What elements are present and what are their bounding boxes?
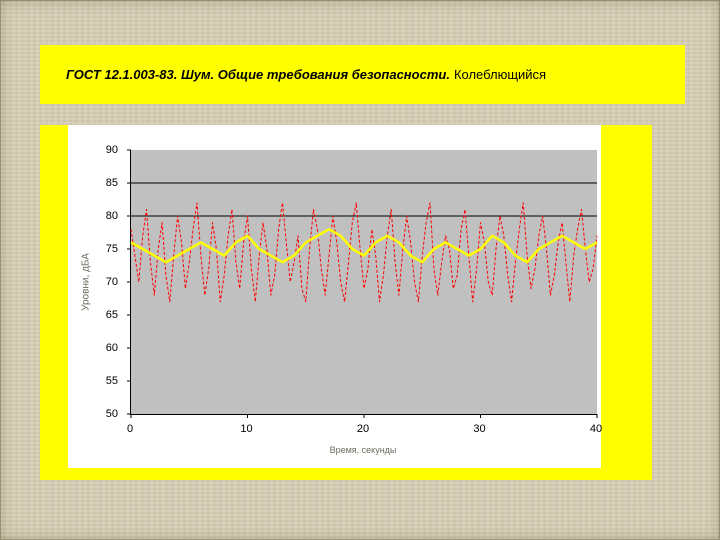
x-tick-label: 0 (126, 423, 134, 435)
slide-title-suffix: Колеблющийся (453, 67, 547, 82)
content-panel: Уровни, дБА 90 85 80 75 70 65 60 55 50 0 10 20 30 40… (40, 125, 652, 480)
noise-chart: Уровни, дБА 90 85 80 75 70 65 60 55 50 0 10 20 30 40… (68, 125, 602, 468)
y-tick-label: 50 (105, 408, 118, 420)
y-tick-label: 85 (105, 177, 118, 189)
x-tick-label: 10 (240, 423, 253, 435)
series-noise-level-smoothed (130, 227, 598, 264)
x-tick-label: 40 (589, 423, 603, 435)
chart-svg (127, 149, 598, 418)
x-tick-label: 20 (356, 423, 370, 435)
slide-title-bar: ГОСТ 12.1.003-83. Шум. Общие требования … (40, 45, 685, 104)
x-tick-label: 30 (473, 423, 486, 435)
y-tick-label: 65 (105, 309, 118, 321)
series-fluctuating-noise-level-instant (130, 202, 598, 303)
x-axis-tick-labels: 0 10 20 30 40 (126, 423, 602, 437)
y-axis-tick-labels: 90 85 80 75 70 65 60 55 50 (68, 144, 124, 420)
y-tick-label: 80 (105, 210, 118, 222)
y-tick-label: 55 (105, 375, 118, 387)
y-tick-label: 60 (105, 342, 118, 354)
x-axis-title: Время, секунды (329, 445, 397, 455)
slide-title: ГОСТ 12.1.003-83. Шум. Общие требования … (66, 67, 450, 82)
y-tick-label: 75 (105, 243, 118, 255)
plot-area (127, 149, 598, 418)
y-tick-label: 70 (105, 276, 118, 288)
y-tick-label: 90 (105, 144, 118, 156)
